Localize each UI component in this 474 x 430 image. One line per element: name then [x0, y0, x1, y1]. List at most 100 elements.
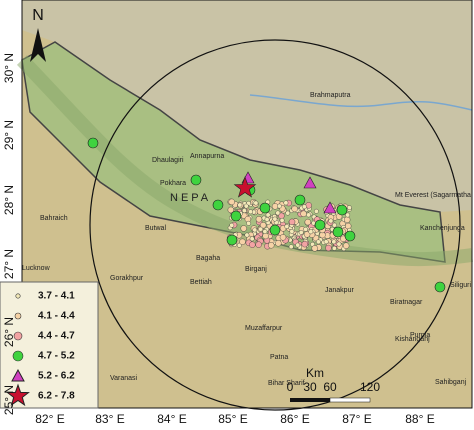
place-label: Butwal — [145, 225, 166, 232]
quake — [336, 241, 342, 247]
quake-triangle — [323, 201, 337, 214]
quake — [289, 228, 295, 234]
quake-large — [212, 199, 224, 211]
place-label: Lucknow — [22, 265, 51, 272]
quake — [255, 241, 262, 248]
lon-label: 87° E — [342, 412, 371, 426]
quake — [316, 239, 321, 245]
quake — [255, 216, 263, 223]
terai — [16, 55, 473, 267]
place-label: Bagaha — [196, 255, 220, 262]
quake — [262, 232, 269, 240]
quake-large — [230, 210, 242, 222]
quake-large — [294, 194, 306, 206]
radius-circle — [89, 39, 461, 411]
legend-box — [0, 281, 99, 409]
legend-label: 4.7 - 5.2 — [38, 351, 75, 362]
quake — [259, 222, 267, 229]
quake — [303, 231, 311, 238]
scale-tick: 120 — [360, 380, 380, 394]
legend-symbol — [6, 383, 30, 407]
quake-large — [336, 204, 348, 216]
place-label: Siliguri — [450, 282, 471, 289]
quake — [328, 218, 334, 224]
legend-label: 4.1 - 4.4 — [38, 311, 75, 322]
quake — [258, 226, 264, 232]
quake — [331, 245, 337, 251]
quake — [301, 204, 307, 210]
place-label: Kishanganj — [395, 336, 430, 343]
scale-ticks: 0 30 60 120 — [287, 380, 381, 394]
legend-label: 5.2 - 6.2 — [38, 371, 75, 382]
quake — [249, 236, 255, 242]
quake — [268, 242, 275, 249]
quake — [237, 202, 243, 208]
quake — [288, 218, 296, 226]
country-label: NEPA — [170, 192, 211, 204]
lat-label: 25° N — [2, 385, 16, 415]
north: N — [32, 7, 44, 24]
quake — [277, 203, 282, 209]
place-label: Biratnagar — [390, 299, 423, 306]
quake-large — [226, 234, 238, 246]
quake — [252, 227, 258, 233]
quake — [227, 206, 235, 214]
quake — [244, 232, 250, 238]
lat-label: 28° N — [2, 185, 16, 215]
quakes — [87, 137, 446, 293]
legend-symbol — [15, 293, 21, 299]
place-label: Varanasi — [110, 375, 138, 382]
quake — [246, 220, 252, 226]
scale-bar: Km 0 30 60 120 — [287, 366, 381, 403]
scale-tick: 30 — [303, 380, 317, 394]
place-label: Kanchenjunga — [420, 225, 465, 232]
quake — [262, 229, 268, 234]
quake — [323, 239, 329, 245]
legend: 3.7 - 4.1 4.1 - 4.4 4.4 - 4.7 4.7 - 5.2 5.2 … — [6, 291, 75, 407]
lat-label: 26° N — [2, 317, 16, 347]
quake — [253, 200, 259, 206]
place-label: Brahmaputra — [310, 92, 351, 99]
quake — [342, 242, 350, 249]
quake — [264, 217, 270, 222]
place-label: Mt Everest (Sagarmatha, Qomolangma) 8850… — [395, 192, 474, 199]
quake — [243, 203, 249, 209]
quake — [331, 239, 337, 245]
quake — [285, 210, 291, 216]
quake — [306, 212, 311, 218]
quake — [308, 229, 314, 235]
river — [249, 94, 473, 111]
quake — [229, 222, 235, 228]
quake — [249, 241, 256, 248]
place-label: Muzaffarpur — [245, 325, 283, 332]
quake-large — [190, 174, 202, 186]
quake — [325, 244, 332, 252]
tibet — [22, 0, 472, 212]
quake — [332, 222, 337, 228]
quake-triangle — [303, 176, 317, 189]
legend-symbol — [11, 368, 25, 382]
quake — [275, 240, 282, 247]
scale-seg — [329, 397, 371, 403]
quake — [288, 244, 294, 250]
lat-label: 29° N — [2, 120, 16, 150]
quake — [239, 238, 246, 246]
quake — [345, 212, 351, 218]
place-label: Annapurna — [190, 153, 224, 160]
place-label: Purnia — [410, 332, 430, 339]
legend-symbol — [13, 331, 23, 341]
main-shock — [233, 176, 257, 198]
legend-label: 3.7 - 4.1 — [38, 291, 75, 302]
legend-label: 4.4 - 4.7 — [38, 331, 75, 342]
quake — [313, 208, 319, 214]
quake — [311, 245, 318, 252]
scale-tick: 0 — [287, 380, 294, 394]
lon-label: 83° E — [95, 412, 124, 426]
place-label: Bihar Sharif — [268, 380, 305, 387]
lat-label: 30° N — [2, 53, 16, 83]
quake-large — [314, 219, 326, 231]
place-label: Pokhara — [160, 180, 186, 187]
quake-large — [332, 226, 344, 238]
quake — [228, 198, 235, 206]
quake — [343, 216, 351, 223]
